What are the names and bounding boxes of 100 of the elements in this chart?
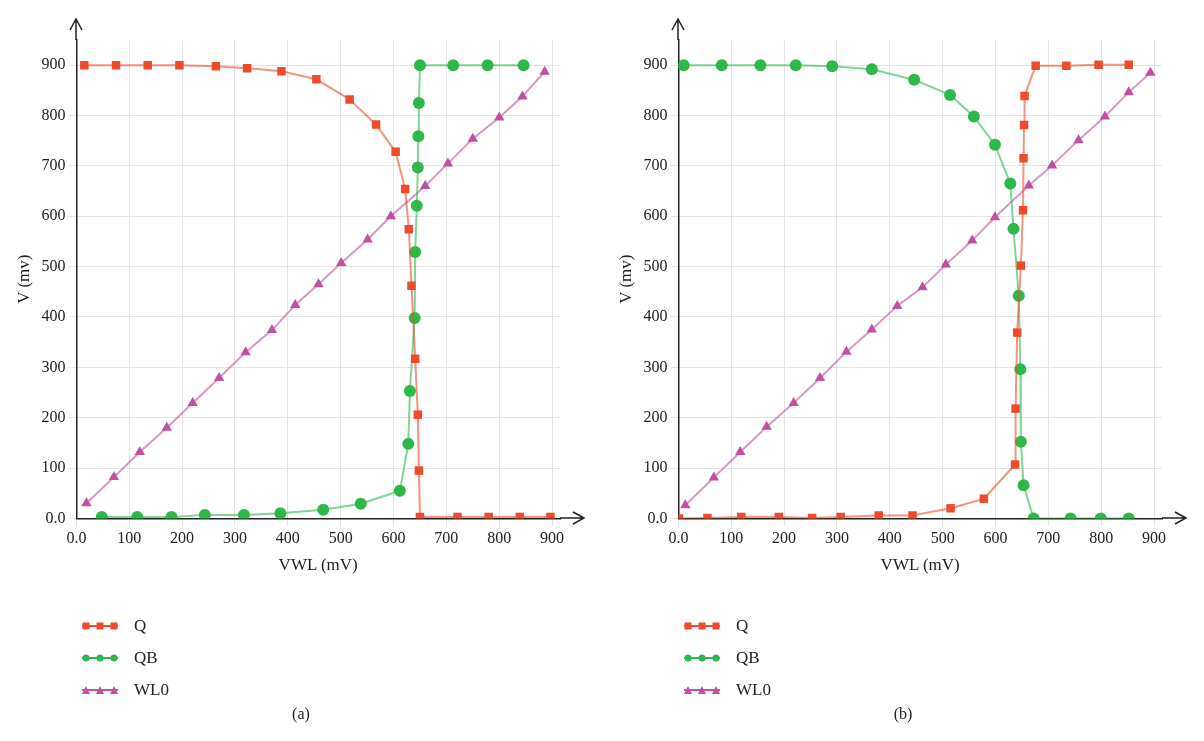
point (1094, 60, 1103, 69)
point (940, 258, 952, 268)
point (908, 511, 917, 519)
point (402, 437, 415, 450)
x-tick-label: 400 (877, 529, 902, 547)
point (1145, 66, 1156, 76)
y-tick-label: 200 (643, 407, 668, 425)
legend-label: Q (736, 616, 749, 636)
point (866, 323, 878, 333)
point (754, 59, 767, 72)
point (407, 281, 416, 290)
y-tick-label: 500 (643, 256, 668, 274)
point (967, 110, 980, 123)
point (411, 161, 424, 174)
point (408, 311, 421, 324)
point (393, 484, 406, 497)
point (865, 63, 878, 76)
point (412, 130, 425, 143)
point (80, 60, 89, 70)
y-tick-label: 300 (643, 357, 668, 375)
point (788, 397, 799, 407)
point (336, 257, 347, 267)
point (413, 410, 423, 419)
point (354, 497, 367, 510)
x-tick-label: 200 (772, 529, 797, 547)
y-axis-title: V (mv) (615, 254, 635, 304)
point (187, 397, 198, 407)
point (1046, 159, 1058, 169)
point (409, 246, 422, 259)
legend-label: Q (134, 616, 147, 636)
point (1062, 61, 1071, 70)
point (715, 59, 728, 72)
point (414, 466, 424, 475)
point (946, 504, 955, 513)
y-tick-label: 700 (643, 156, 668, 174)
y-tick-label: 900 (643, 55, 668, 73)
point (134, 445, 146, 455)
point (1031, 61, 1040, 70)
y-tick-label: 100 (643, 458, 668, 476)
point (1007, 222, 1020, 235)
point (826, 60, 839, 73)
text: (a) (291, 705, 311, 723)
x-tick-label: 500 (328, 529, 353, 547)
point (908, 73, 921, 86)
point (404, 225, 414, 234)
y-tick-label: 800 (41, 105, 66, 123)
point (1014, 363, 1027, 376)
point (1014, 435, 1027, 448)
point (735, 445, 746, 455)
point (481, 59, 494, 72)
point (403, 385, 416, 397)
y-tick-label: 900 (41, 55, 66, 73)
y-tick-label: 200 (41, 407, 66, 425)
y-tick-label: 800 (643, 105, 668, 123)
point (1124, 60, 1133, 69)
point (410, 199, 423, 212)
point (944, 88, 957, 101)
point (917, 281, 928, 291)
point (1012, 328, 1022, 337)
point (737, 512, 746, 519)
point (312, 75, 321, 84)
x-tick-label: 0.0 (668, 529, 689, 547)
text: (b) (892, 705, 914, 723)
point (989, 211, 1001, 221)
point (81, 497, 92, 507)
legend-label: QB (736, 648, 760, 668)
x-tick-label: 700 (434, 529, 459, 547)
x-tick-label: 300 (824, 529, 849, 547)
point (240, 346, 251, 356)
point (442, 157, 454, 167)
y-tick-label: 400 (41, 307, 66, 325)
point (266, 324, 278, 334)
x-tick-label: 800 (487, 529, 512, 547)
x-tick-label: 500 (930, 529, 955, 547)
point (874, 511, 883, 519)
x-axis-title: VWL (mV) (278, 555, 358, 575)
point (412, 96, 425, 109)
point (546, 512, 555, 519)
x-tick-label: 600 (983, 529, 1008, 547)
point (274, 507, 287, 519)
legend-label: WL0 (736, 680, 771, 700)
x-tick-label: 100 (719, 529, 744, 547)
point (1073, 134, 1084, 144)
point (841, 345, 852, 355)
y-tick-label: 500 (41, 256, 66, 274)
point (761, 420, 772, 430)
point (1123, 86, 1134, 96)
x-tick-label: 600 (381, 529, 406, 547)
x-tick-label: 100 (117, 529, 142, 547)
point (237, 508, 250, 519)
point (539, 65, 550, 75)
point (1016, 261, 1026, 270)
y-tick-label: 600 (41, 206, 66, 224)
legend-label: QB (134, 648, 158, 668)
point (198, 508, 211, 519)
x-tick-label: 0.0 (66, 529, 87, 547)
x-tick-label: 400 (275, 529, 300, 547)
point (345, 95, 354, 104)
point (447, 59, 460, 72)
x-tick-label: 700 (1036, 529, 1061, 547)
